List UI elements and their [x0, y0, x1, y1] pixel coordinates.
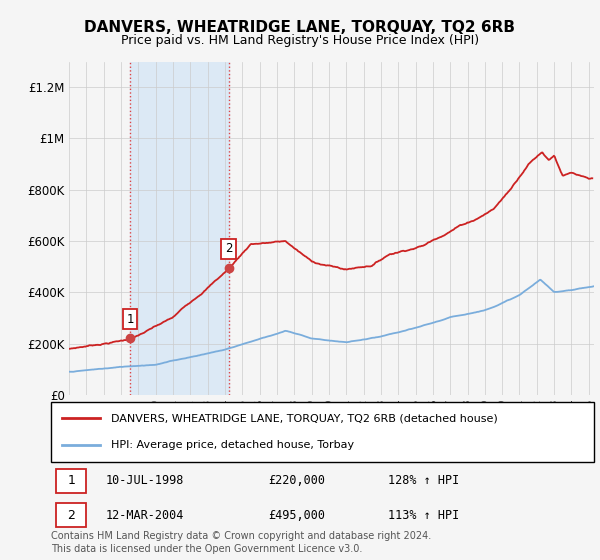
Text: 1: 1	[127, 312, 134, 326]
Text: 10-JUL-1998: 10-JUL-1998	[106, 474, 184, 487]
FancyBboxPatch shape	[56, 469, 86, 493]
Text: Price paid vs. HM Land Registry's House Price Index (HPI): Price paid vs. HM Land Registry's House …	[121, 34, 479, 46]
Text: 113% ↑ HPI: 113% ↑ HPI	[388, 508, 459, 521]
FancyBboxPatch shape	[56, 503, 86, 528]
Text: 128% ↑ HPI: 128% ↑ HPI	[388, 474, 459, 487]
Text: 1: 1	[67, 474, 76, 487]
Text: 12-MAR-2004: 12-MAR-2004	[106, 508, 184, 521]
Text: 2: 2	[67, 508, 76, 521]
Text: £220,000: £220,000	[268, 474, 325, 487]
Bar	[130, 62, 229, 395]
Text: DANVERS, WHEATRIDGE LANE, TORQUAY, TQ2 6RB: DANVERS, WHEATRIDGE LANE, TORQUAY, TQ2 6…	[85, 20, 515, 35]
Text: DANVERS, WHEATRIDGE LANE, TORQUAY, TQ2 6RB (detached house): DANVERS, WHEATRIDGE LANE, TORQUAY, TQ2 6…	[111, 413, 497, 423]
Text: £495,000: £495,000	[268, 508, 325, 521]
Text: Contains HM Land Registry data © Crown copyright and database right 2024.
This d: Contains HM Land Registry data © Crown c…	[51, 531, 431, 554]
Text: 2: 2	[225, 242, 232, 255]
Text: HPI: Average price, detached house, Torbay: HPI: Average price, detached house, Torb…	[111, 440, 354, 450]
